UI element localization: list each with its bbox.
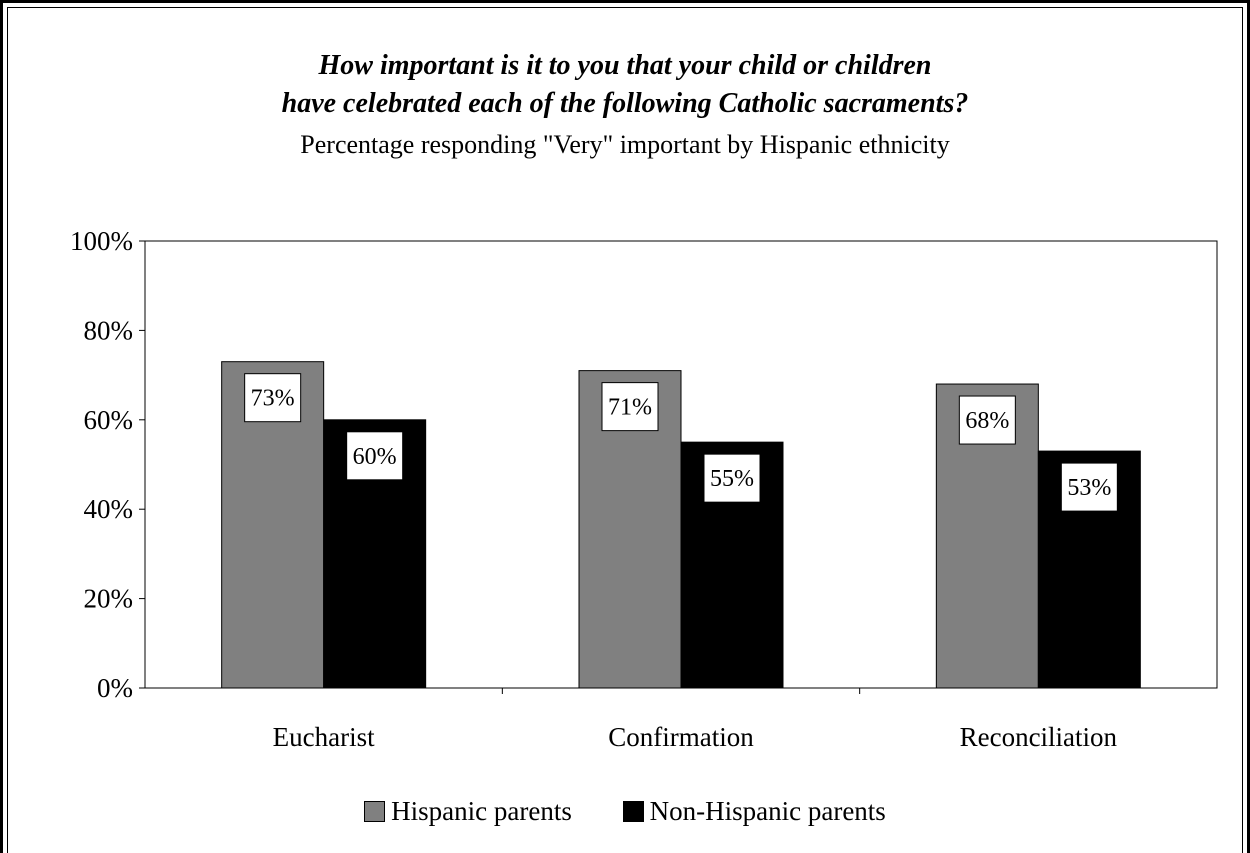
legend-item-non-hispanic: Non-Hispanic parents [622, 796, 886, 827]
data-label-box [703, 453, 761, 503]
y-tick-label: 60% [84, 405, 134, 435]
data-label-box [958, 395, 1016, 445]
chart-frame-inner-border [7, 7, 1243, 853]
data-label: 53% [1067, 475, 1111, 501]
legend-item-hispanic: Hispanic parents [364, 796, 572, 827]
data-label-box [601, 382, 659, 432]
data-label-box [1060, 462, 1118, 512]
y-tick-label: 0% [97, 673, 133, 703]
chart-title-line-2: have celebrated each of the following Ca… [281, 88, 969, 119]
y-tick-label: 20% [84, 584, 134, 614]
data-label: 60% [353, 444, 397, 470]
data-label: 71% [608, 395, 652, 421]
legend: Hispanic parents Non-Hispanic parents [0, 796, 1250, 827]
chart-subtitle: Percentage responding "Very" important b… [300, 130, 950, 159]
data-label: 73% [251, 386, 295, 412]
x-category-label: Eucharist [273, 722, 375, 752]
x-category-label: Reconciliation [960, 722, 1118, 752]
chart-title-line-1: How important is it to you that your chi… [318, 50, 932, 81]
y-tick-label: 40% [84, 494, 134, 524]
legend-label-hispanic: Hispanic parents [391, 796, 572, 826]
y-tick-label: 80% [84, 315, 134, 345]
data-label: 55% [710, 466, 754, 492]
legend-swatch-non-hispanic [622, 801, 644, 822]
data-label-box [346, 431, 404, 481]
legend-label-non-hispanic: Non-Hispanic parents [649, 796, 886, 826]
data-label: 68% [965, 408, 1009, 434]
y-tick-label: 100% [70, 226, 133, 256]
data-label-box [244, 373, 302, 423]
legend-swatch-hispanic [364, 801, 386, 822]
x-category-label: Confirmation [608, 722, 754, 752]
